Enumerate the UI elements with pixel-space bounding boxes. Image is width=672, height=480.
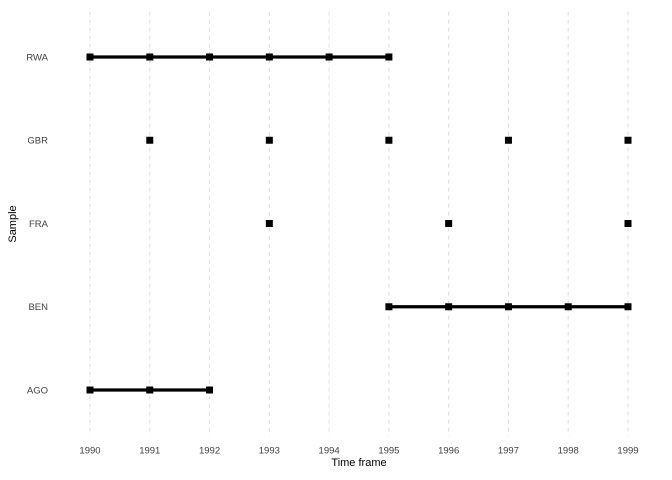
data-point-marker (86, 386, 94, 394)
data-point-marker (146, 53, 154, 61)
x-tick-label: 1994 (319, 446, 340, 457)
series-row-rwa: RWA (26, 52, 393, 63)
data-point-marker (624, 220, 632, 227)
data-point-marker (624, 303, 632, 311)
y-tick-label: RWA (26, 52, 48, 63)
x-tick-label: 1996 (438, 446, 459, 457)
data-point-marker (265, 136, 273, 144)
data-point-marker (445, 220, 453, 227)
x-tick-label: 1992 (199, 446, 220, 457)
data-point-marker (86, 53, 94, 61)
data-point-marker (385, 136, 393, 144)
x-tick-label: 1997 (498, 446, 519, 457)
data-point-marker (564, 303, 572, 311)
data-point-marker (504, 136, 512, 144)
y-tick-label: BEN (28, 302, 48, 313)
x-tick-label: 1993 (259, 446, 280, 457)
data-point-marker (385, 303, 393, 311)
x-axis-tick-labels: 1990 1991 1992 1993 1994 1995 1996 1997 1998 1999 (79, 446, 638, 457)
x-tick-label: 1999 (617, 446, 638, 457)
series-row-fra: FRA (29, 219, 632, 230)
gridlines (89, 12, 629, 437)
y-tick-label: GBR (27, 136, 48, 147)
data-point-marker (265, 53, 273, 61)
y-tick-label: AGO (27, 385, 48, 396)
x-tick-label: 1990 (79, 446, 100, 457)
x-tick-label: 1991 (139, 446, 160, 457)
y-tick-label: FRA (29, 219, 49, 230)
x-axis-title: Time frame (331, 457, 387, 469)
data-point-marker (206, 386, 214, 394)
y-axis-title: Sample (7, 205, 19, 243)
data-point-marker (206, 53, 214, 61)
x-tick-label: 1998 (558, 446, 579, 457)
data-point-marker (624, 136, 632, 144)
data-point-marker (265, 220, 273, 227)
data-point-marker (146, 386, 154, 394)
data-point-marker (325, 53, 333, 61)
x-tick-label: 1995 (378, 446, 399, 457)
data-point-marker (504, 303, 512, 311)
series-row-gbr: GBR (27, 136, 632, 147)
data-point-marker (385, 53, 393, 61)
data-point-marker (445, 303, 453, 311)
series-row-ago: AGO (27, 385, 214, 396)
series-row-ben: BEN (28, 302, 632, 313)
data-point-marker (146, 136, 154, 144)
